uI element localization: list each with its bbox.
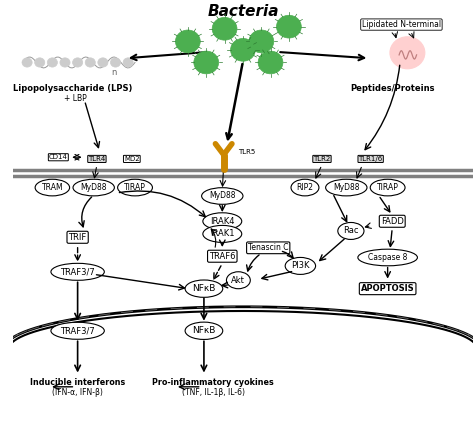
Text: PI3K: PI3K bbox=[291, 262, 310, 271]
Text: (TNF, IL-1β, IL-6): (TNF, IL-1β, IL-6) bbox=[182, 388, 245, 397]
Text: TRAF3/7: TRAF3/7 bbox=[60, 326, 95, 335]
Circle shape bbox=[175, 30, 200, 53]
Text: TRAM: TRAM bbox=[42, 183, 63, 192]
Circle shape bbox=[60, 58, 70, 67]
Circle shape bbox=[230, 39, 255, 61]
Text: MyD88: MyD88 bbox=[81, 183, 107, 192]
Circle shape bbox=[22, 58, 32, 67]
Circle shape bbox=[212, 17, 237, 40]
Text: Pro-inflammatory cyokines: Pro-inflammatory cyokines bbox=[152, 378, 274, 387]
Text: Peptides/Proteins: Peptides/Proteins bbox=[350, 84, 435, 93]
Text: + LBP: + LBP bbox=[64, 94, 87, 103]
Text: Lipopolysaccharide (LPS): Lipopolysaccharide (LPS) bbox=[13, 84, 133, 93]
Circle shape bbox=[35, 58, 45, 67]
Circle shape bbox=[123, 58, 133, 67]
Text: Lipidated N-terminal: Lipidated N-terminal bbox=[362, 20, 441, 29]
Text: Akt: Akt bbox=[231, 276, 246, 285]
Text: TIRAP: TIRAP bbox=[124, 183, 146, 192]
Text: NFκB: NFκB bbox=[192, 284, 216, 293]
Text: CD14: CD14 bbox=[49, 154, 68, 160]
Text: IRAK4: IRAK4 bbox=[210, 217, 235, 226]
Text: NFκB: NFκB bbox=[192, 326, 216, 335]
Circle shape bbox=[249, 30, 274, 53]
Text: Tenascin C: Tenascin C bbox=[248, 243, 289, 252]
Circle shape bbox=[390, 37, 425, 69]
Text: TRAF6: TRAF6 bbox=[209, 252, 236, 261]
Circle shape bbox=[276, 15, 301, 38]
Text: TLR1/6: TLR1/6 bbox=[358, 156, 383, 162]
Text: Bacteria: Bacteria bbox=[207, 4, 279, 20]
Text: (IFN-α, IFN-β): (IFN-α, IFN-β) bbox=[52, 388, 103, 397]
Text: Inducible interferons: Inducible interferons bbox=[30, 378, 125, 387]
Circle shape bbox=[194, 51, 219, 74]
Text: MyD88: MyD88 bbox=[333, 183, 360, 192]
Circle shape bbox=[73, 58, 82, 67]
Circle shape bbox=[110, 58, 120, 67]
Text: Rac: Rac bbox=[343, 226, 359, 235]
Text: IRAK1: IRAK1 bbox=[210, 229, 235, 238]
Text: TIRAP: TIRAP bbox=[377, 183, 399, 192]
Text: TLR5: TLR5 bbox=[238, 149, 255, 155]
Text: TRIF: TRIF bbox=[69, 233, 87, 242]
Text: MyD88: MyD88 bbox=[209, 192, 236, 201]
Text: TLR2: TLR2 bbox=[313, 156, 330, 162]
Text: MD2: MD2 bbox=[124, 156, 140, 162]
Circle shape bbox=[47, 58, 57, 67]
Text: TLR4: TLR4 bbox=[88, 156, 106, 162]
Circle shape bbox=[98, 58, 108, 67]
Text: APOPTOSIS: APOPTOSIS bbox=[361, 284, 414, 293]
Circle shape bbox=[85, 58, 95, 67]
Text: n: n bbox=[112, 67, 117, 76]
Text: FADD: FADD bbox=[381, 217, 404, 226]
Circle shape bbox=[258, 51, 283, 74]
Text: TRAF3/7: TRAF3/7 bbox=[60, 267, 95, 276]
Text: RIP2: RIP2 bbox=[296, 183, 313, 192]
Text: Caspase 8: Caspase 8 bbox=[368, 253, 407, 262]
